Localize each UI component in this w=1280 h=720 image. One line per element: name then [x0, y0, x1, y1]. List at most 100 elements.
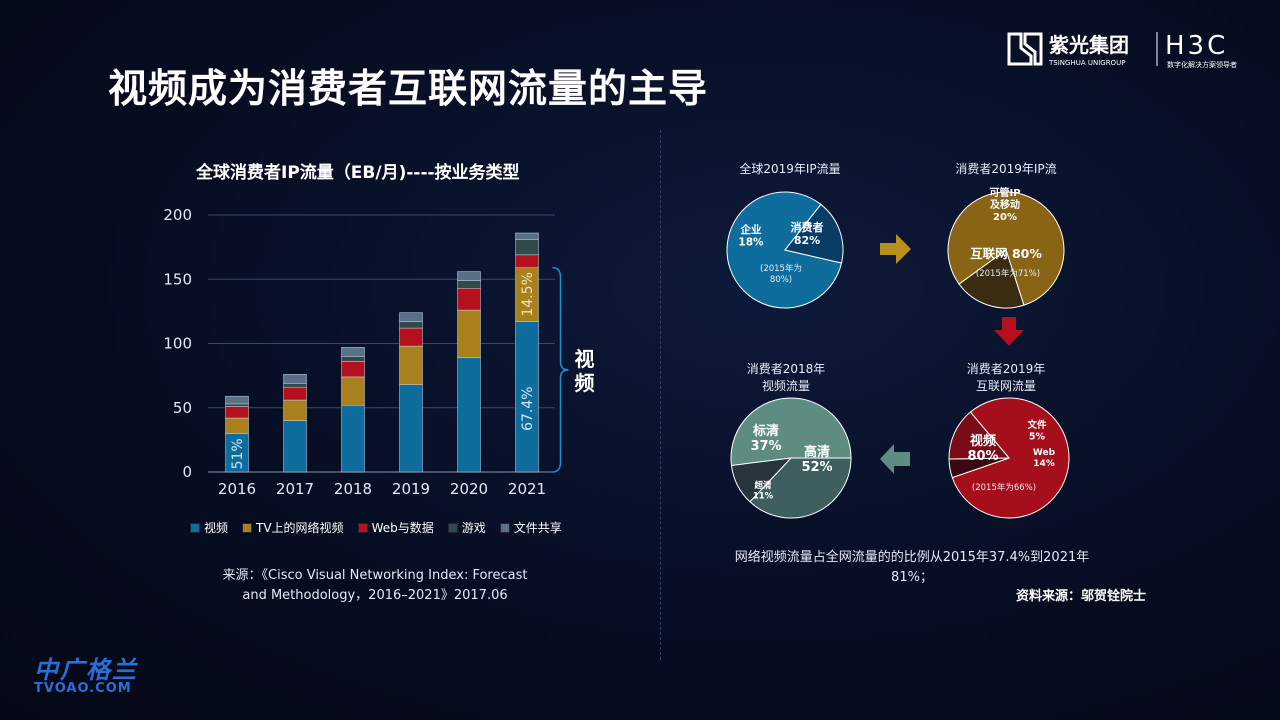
- legend-item-file-sharing: 文件共享: [499, 519, 562, 536]
- pie-slice-label: 20%: [993, 212, 1017, 223]
- pie-slice-label: 超清: [753, 480, 772, 491]
- x-tick-label: 2017: [276, 480, 314, 498]
- pie-slice: [948, 411, 1011, 460]
- pie-slice-label: 企业: [740, 223, 762, 236]
- bar-segment: [283, 386, 307, 401]
- pie-slice-label: 14%: [1033, 459, 1055, 469]
- watermark-logo: 中广格兰 TVOAO.COM: [34, 650, 138, 696]
- bar-segment: [515, 232, 539, 240]
- pie-slice: [726, 191, 843, 309]
- pie3-title-line2: 互联网流量: [975, 379, 1036, 393]
- company-logo: 紫光集团 TSINGHUA UNIGROUP H3C 数字化解决方案领导者: [1005, 26, 1255, 72]
- legend-label: 游戏: [461, 521, 486, 535]
- annotation-67-4: 67.4%: [520, 386, 536, 430]
- bar-segment: [457, 271, 481, 281]
- bar-segment: [283, 399, 307, 421]
- pie-slice-label: 18%: [738, 237, 764, 249]
- legend-item-tv-video: TV上的网络视频: [242, 519, 344, 536]
- pie-slice: [951, 397, 1070, 519]
- pie3-title: 消费者2019年 互联网流量: [950, 360, 1062, 394]
- pie-slice-label: 11%: [753, 492, 774, 502]
- summary-note: 网络视频流量占全网流量的的比例从2015年37.4%到2021年 81%；: [722, 548, 1102, 588]
- pie-slice: [784, 203, 844, 264]
- bar-segment: [399, 312, 423, 322]
- y-tick-label: 0: [182, 463, 192, 481]
- watermark-cn: 中广格兰: [34, 656, 138, 684]
- pie-slice-label: 文件: [1026, 419, 1047, 431]
- pie-slice-label: 52%: [801, 460, 832, 475]
- bar-segment: [341, 404, 365, 473]
- bar-segment: [341, 376, 365, 406]
- legend-item-gaming: 游戏: [447, 519, 486, 536]
- section-divider: [660, 130, 661, 660]
- y-tick-label: 200: [163, 206, 192, 224]
- bar-segment: [341, 356, 365, 362]
- bar-segment: [515, 239, 539, 256]
- x-tick-label: 2021: [508, 480, 546, 498]
- video-share-bracket: [552, 266, 569, 473]
- logo-en-text: TSINGHUA UNIGROUP: [1048, 59, 1125, 67]
- pie-slice-label: 消费者: [791, 220, 824, 234]
- pie1-title: 全球2019年IP流量: [739, 162, 841, 176]
- x-tick-label: 2018: [334, 480, 372, 498]
- pie-slice-label: 互联网 80%: [970, 246, 1042, 261]
- source-line-2: and Methodology，2016–2021》2017.06: [242, 588, 508, 603]
- source-line-1: 来源：《Cisco Visual Networking Index: Forec…: [222, 568, 528, 583]
- bar-segment: [341, 361, 365, 378]
- bar-segment: [515, 254, 539, 268]
- bar-segment: [399, 384, 423, 473]
- note-line-1: 网络视频流量占全网流量的的比例从2015年37.4%到2021年: [734, 550, 1090, 565]
- logo-graphic: 紫光集团 TSINGHUA UNIGROUP H3C 数字化解决方案领导者: [1007, 31, 1237, 69]
- bracket-label: 视: [575, 347, 595, 371]
- y-tick-label: 50: [173, 399, 192, 417]
- bar-segment: [225, 395, 249, 405]
- bar-segment: [283, 420, 307, 473]
- pie4-title-line1: 消费者2018年: [746, 362, 826, 376]
- logo-brand-text: H3C: [1165, 31, 1228, 61]
- bar-segment: [225, 403, 249, 407]
- pie-slice-label: Web: [1033, 448, 1056, 458]
- annotation-51: 51%: [230, 438, 246, 469]
- legend-item-video: 视频: [190, 519, 228, 536]
- bar-segment: [399, 327, 423, 347]
- pie-note: (2015年为71%): [976, 268, 1040, 279]
- bar-segment: [225, 406, 249, 419]
- pie-slice-label: 标清: [752, 423, 779, 439]
- logo-slogan-text: 数字化解决方案领导者: [1167, 60, 1237, 69]
- watermark-en: TVOAO.COM: [34, 681, 132, 696]
- pie-note: (2015年为: [760, 263, 802, 274]
- pie-slice-label: 80%: [967, 449, 998, 464]
- y-tick-label: 150: [163, 270, 192, 288]
- bar-chart-legend: 视频 TV上的网络视频 Web与数据 游戏 文件共享: [190, 519, 562, 536]
- arrow-right-icon: [880, 234, 911, 264]
- source-citation: 来源：《Cisco Visual Networking Index: Forec…: [210, 566, 540, 606]
- bar-segment: [225, 417, 249, 434]
- bar-segment: [399, 345, 423, 385]
- bar-segment: [457, 287, 481, 311]
- bracket-label-2: 频: [575, 371, 595, 395]
- bar-segment: [457, 309, 481, 358]
- arrow-down-icon: [994, 317, 1024, 346]
- pie3-title-line1: 消费者2019年: [966, 362, 1046, 376]
- bar-segment: [457, 357, 481, 473]
- pie-slice: [749, 457, 852, 519]
- pie-slice-label: 5%: [1029, 432, 1046, 443]
- pie2-title: 消费者2019年IP流: [955, 162, 1057, 176]
- bar-chart-title: 全球消费者IP流量（EB/月)----按业务类型: [196, 163, 520, 183]
- pie-note: 80%): [770, 275, 792, 285]
- pie-slice-label: 视频: [970, 433, 996, 449]
- data-source-credit: 资料来源：邬贺铨院士: [1016, 589, 1147, 604]
- pie-slice-label: 高清: [804, 444, 830, 460]
- logo-cn-text: 紫光集团: [1049, 33, 1129, 57]
- pie-slice: [947, 191, 1065, 306]
- arrow-left-icon: [880, 444, 910, 474]
- pie4-title-line2: 视频流量: [761, 379, 810, 393]
- legend-label: 视频: [204, 521, 229, 535]
- y-tick-label: 100: [163, 335, 192, 353]
- bar-segment: [399, 321, 423, 329]
- annotation-14-5: 14.5%: [520, 272, 536, 316]
- pie-slice-label: 82%: [794, 234, 820, 247]
- legend-label: TV上的网络视频: [256, 521, 344, 535]
- pie-note: (2015年为66%): [972, 482, 1036, 493]
